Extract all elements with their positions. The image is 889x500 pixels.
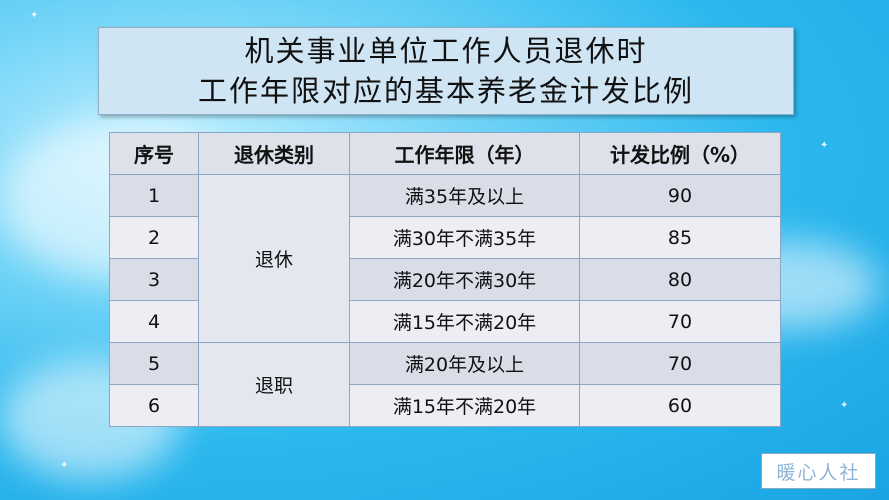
cell-no: 3	[109, 258, 199, 301]
star-icon: ✦	[820, 140, 829, 151]
cell-ratio: 85	[579, 216, 781, 259]
cell-no: 6	[109, 384, 199, 427]
table-header-row: 序号 退休类别 工作年限（年） 计发比例（%）	[109, 132, 781, 175]
cell-category: 退休	[198, 174, 350, 343]
page-title: 机关事业单位工作人员退休时 工作年限对应的基本养老金计发比例	[98, 27, 794, 115]
star-icon: ✦	[840, 400, 849, 411]
cell-no: 4	[109, 300, 199, 343]
table-row: 6 满15年不满20年 60	[109, 384, 781, 427]
star-icon: ✦	[30, 10, 39, 21]
table-row: 5 退职 满20年及以上 70	[109, 342, 781, 427]
cell-ratio: 70	[579, 342, 781, 385]
cell-ratio: 90	[579, 174, 781, 217]
pension-ratio-table: 序号 退休类别 工作年限（年） 计发比例（%） 1 退休 满35年及以上 90 …	[109, 132, 781, 427]
table-row: 3 满20年不满30年 80	[109, 258, 781, 301]
title-line-2: 工作年限对应的基本养老金计发比例	[197, 74, 694, 108]
cell-years: 满35年及以上	[349, 174, 580, 217]
cell-ratio: 80	[579, 258, 781, 301]
cell-years: 满30年不满35年	[349, 216, 580, 259]
table-row: 1 退休 满35年及以上 90	[109, 174, 781, 343]
cell-no: 5	[109, 342, 199, 385]
cell-years: 满15年不满20年	[349, 384, 580, 427]
table-row: 4 满15年不满20年 70	[109, 300, 781, 343]
star-icon: ✦	[60, 460, 69, 471]
cell-ratio: 70	[579, 300, 781, 343]
table-row: 2 满30年不满35年 85	[109, 216, 781, 259]
cell-years: 满20年及以上	[349, 342, 580, 385]
cell-years: 满15年不满20年	[349, 300, 580, 343]
cell-no: 2	[109, 216, 199, 259]
header-years: 工作年限（年）	[349, 132, 580, 175]
header-category: 退休类别	[198, 132, 350, 175]
cell-category: 退职	[198, 342, 350, 427]
header-ratio: 计发比例（%）	[579, 132, 781, 175]
title-line-1: 机关事业单位工作人员退休时	[244, 34, 648, 68]
header-no: 序号	[109, 132, 199, 175]
watermark-logo: 暖心人社	[761, 453, 876, 489]
cell-years: 满20年不满30年	[349, 258, 580, 301]
cell-no: 1	[109, 174, 199, 217]
cell-ratio: 60	[579, 384, 781, 427]
